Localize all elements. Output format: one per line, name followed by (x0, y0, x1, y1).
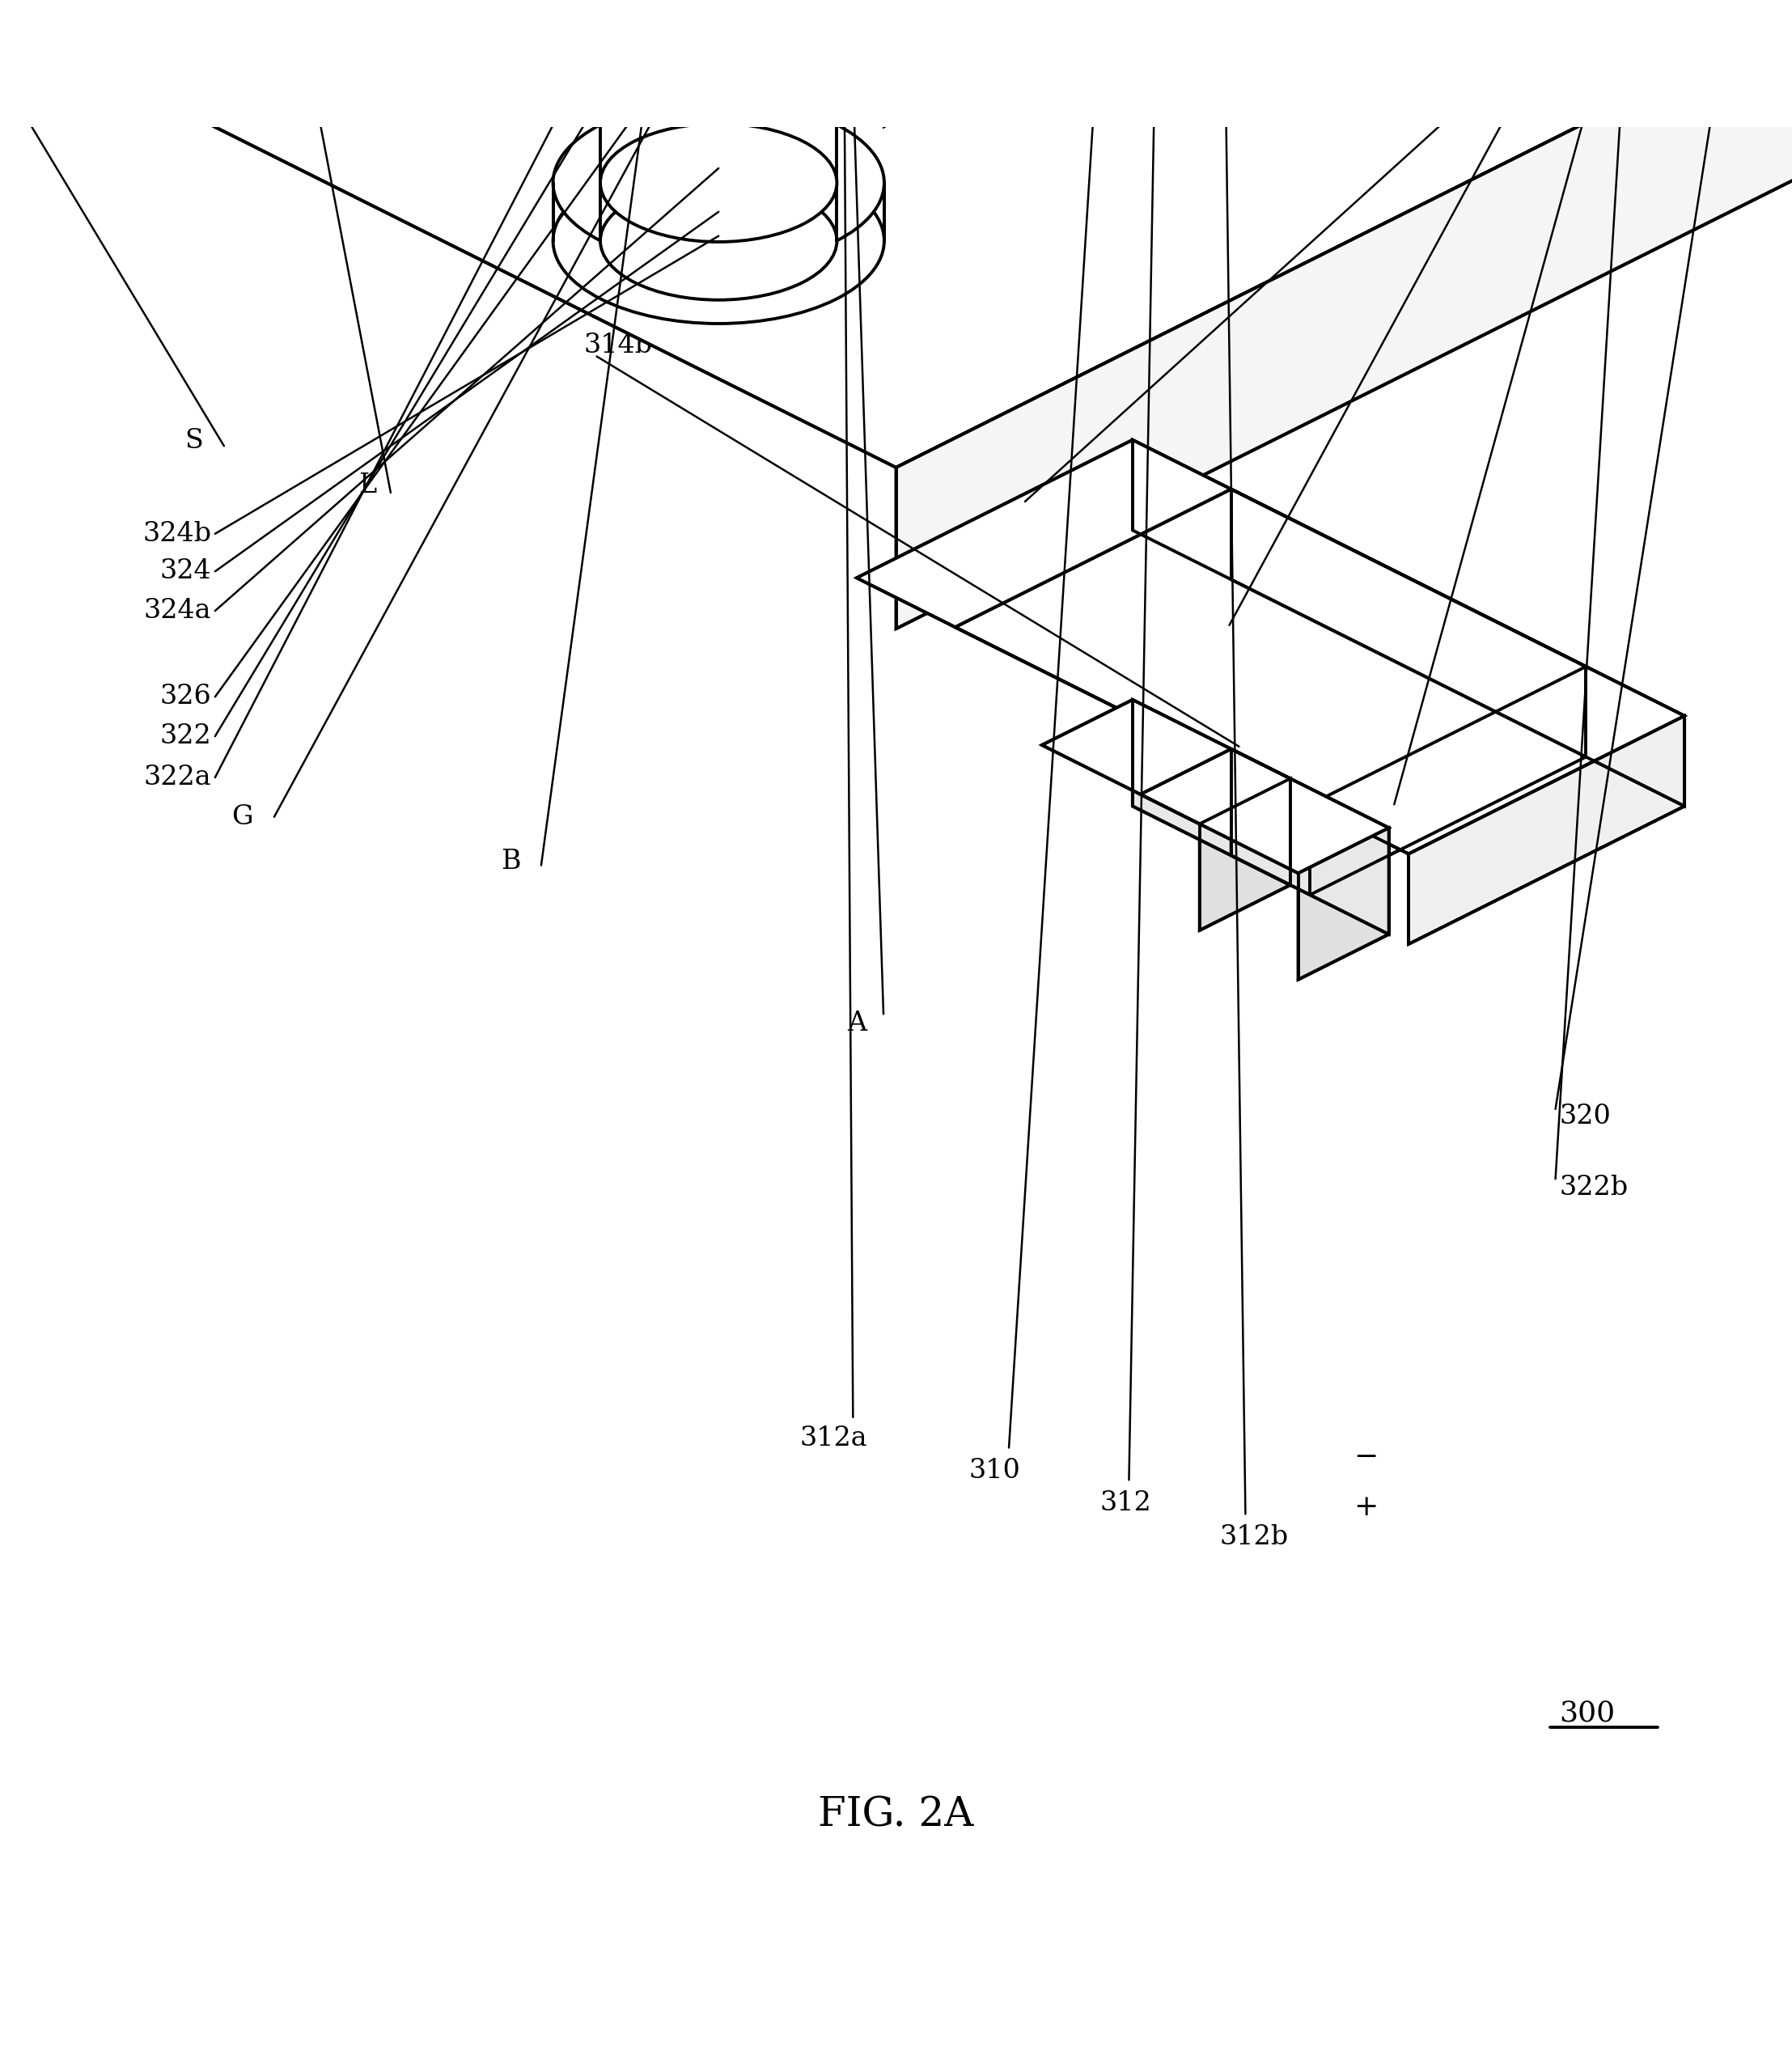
Polygon shape (1133, 440, 1586, 757)
Text: 316: 316 (1398, 798, 1450, 825)
Text: 324: 324 (159, 559, 211, 585)
Text: 314b: 314b (584, 333, 652, 358)
Polygon shape (1140, 749, 1389, 874)
Text: B: B (500, 849, 521, 876)
Polygon shape (1297, 829, 1389, 980)
Polygon shape (857, 440, 1586, 804)
Polygon shape (1231, 749, 1389, 935)
Polygon shape (1199, 780, 1290, 931)
Polygon shape (896, 0, 1792, 628)
Text: −: − (1174, 737, 1197, 763)
Ellipse shape (600, 182, 837, 301)
Text: +: + (1353, 1494, 1378, 1520)
Text: S: S (185, 428, 202, 454)
Text: 314: 314 (1023, 481, 1073, 507)
Text: 324b: 324b (143, 522, 211, 546)
Polygon shape (1133, 700, 1290, 886)
Text: FIG. 2A: FIG. 2A (819, 1794, 973, 1835)
Polygon shape (1041, 700, 1290, 825)
Polygon shape (955, 489, 1684, 853)
Polygon shape (1310, 667, 1586, 894)
Ellipse shape (600, 0, 837, 4)
Polygon shape (883, 0, 1731, 127)
Ellipse shape (554, 0, 883, 29)
Text: 320: 320 (1559, 1103, 1611, 1129)
Polygon shape (0, 0, 1792, 466)
Polygon shape (1231, 489, 1684, 806)
Polygon shape (830, 0, 1731, 82)
Text: 312: 312 (1100, 1489, 1150, 1516)
Text: −: − (1353, 1442, 1378, 1471)
Ellipse shape (554, 100, 883, 266)
Polygon shape (1409, 716, 1684, 943)
Text: 322a: 322a (143, 765, 211, 790)
Text: 324a: 324a (143, 597, 211, 624)
Polygon shape (292, 0, 1081, 29)
Text: 312a: 312a (799, 1426, 867, 1453)
Polygon shape (554, 182, 883, 241)
Text: +: + (1308, 839, 1331, 868)
Text: 310: 310 (969, 1459, 1020, 1483)
Text: 312b: 312b (1220, 1524, 1288, 1551)
Polygon shape (600, 0, 837, 241)
Ellipse shape (554, 158, 883, 323)
Text: L: L (358, 473, 376, 499)
Text: 322b: 322b (1559, 1174, 1627, 1201)
Polygon shape (896, 0, 1792, 37)
Text: G: G (231, 804, 253, 831)
Text: 326: 326 (159, 683, 211, 710)
Text: 314a: 314a (1233, 620, 1301, 644)
Text: 300: 300 (1559, 1698, 1615, 1727)
Text: A: A (848, 1011, 866, 1035)
Text: 322: 322 (159, 724, 211, 749)
Ellipse shape (600, 123, 837, 241)
